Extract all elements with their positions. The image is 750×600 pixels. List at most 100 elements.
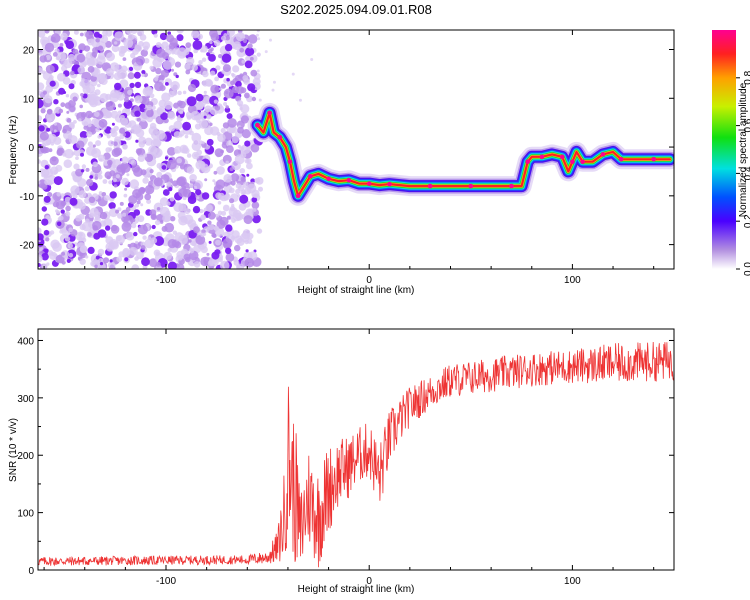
noise-speckle — [252, 214, 261, 224]
noise-speckle — [240, 115, 249, 124]
noise-speckle — [188, 239, 192, 243]
noise-speckle — [38, 98, 44, 109]
noise-speckle — [179, 164, 186, 170]
noise-speckle — [183, 253, 191, 261]
noise-speckle — [87, 232, 92, 237]
noise-speckle — [78, 190, 87, 199]
noise-speckle — [208, 224, 215, 231]
noise-speckle — [204, 105, 212, 113]
noise-speckle — [244, 257, 255, 268]
noise-speckle — [144, 137, 153, 146]
noise-speckle — [120, 117, 129, 126]
noise-speckle — [97, 134, 102, 139]
trace-peak — [287, 159, 293, 164]
noise-speckle — [41, 252, 49, 261]
noise-speckle — [242, 71, 248, 77]
noise-speckle — [48, 148, 53, 153]
noise-speckle — [155, 261, 161, 267]
noise-speckle — [225, 247, 232, 254]
noise-speckle — [236, 215, 242, 220]
noise-speckle — [38, 181, 41, 185]
noise-speckle — [154, 236, 165, 246]
x-tick-label: 100 — [564, 576, 581, 587]
colorbar: 0.0 0.2 0.4 0.6 0.8 Normalized spectral ampl… — [712, 30, 750, 276]
noise-speckle — [149, 65, 154, 70]
noise-speckle — [66, 118, 72, 123]
noise-speckle — [185, 69, 191, 75]
noise-speckle — [226, 113, 233, 120]
noise-speckle — [79, 131, 88, 139]
noise-speckle — [255, 33, 259, 37]
noise-speckle — [206, 115, 211, 120]
noise-speckle — [203, 90, 207, 94]
noise-speckle — [182, 188, 192, 198]
noise-speckle — [98, 118, 108, 128]
trace-peak — [468, 183, 474, 189]
noise-speckle — [214, 39, 221, 47]
noise-speckle — [53, 129, 57, 133]
noise-speckle — [224, 107, 231, 113]
noise-speckle — [256, 30, 260, 33]
colorbar-tick-label: 0.4 — [743, 166, 750, 180]
noise-speckle — [136, 30, 145, 37]
noise-speckle — [119, 127, 126, 134]
noise-speckle — [201, 192, 210, 200]
noise-speckle — [168, 187, 173, 192]
noise-speckle — [163, 251, 173, 261]
noise-speckle — [240, 152, 247, 159]
noise-speckle — [235, 80, 242, 88]
noise-speckle — [200, 214, 207, 221]
noise-speckle — [99, 158, 103, 162]
noise-speckle — [235, 32, 246, 42]
noise-speckle — [140, 203, 144, 207]
y-tick-label: 10 — [23, 94, 35, 105]
noise-speckle — [47, 250, 54, 256]
noise-speckle — [211, 232, 217, 238]
noise-speckle — [222, 64, 231, 73]
noise-speckle — [231, 135, 239, 144]
noise-speckle — [149, 122, 157, 130]
noise-speckle — [65, 40, 75, 50]
noise-speckle — [161, 165, 167, 170]
noise-speckle — [114, 64, 123, 73]
noise-speckle — [123, 99, 133, 109]
noise-speckle — [241, 129, 251, 139]
noise-speckle — [142, 177, 149, 184]
noise-speckle — [162, 189, 170, 196]
noise-speckle — [189, 174, 197, 182]
noise-speckle — [114, 41, 118, 45]
noise-speckle — [223, 88, 234, 99]
noise-speckle — [113, 72, 122, 81]
noise-speckle — [164, 156, 169, 160]
noise-speckle — [155, 251, 160, 256]
noise-speckle — [229, 198, 235, 204]
noise-speckle — [53, 176, 63, 186]
noise-speckle — [215, 65, 221, 71]
noise-speckle — [113, 141, 118, 146]
noise-speckle — [49, 230, 55, 235]
noise-speckle — [243, 215, 253, 225]
noise-speckle — [271, 88, 275, 92]
noise-speckle — [239, 168, 246, 174]
noise-speckle — [185, 42, 192, 48]
noise-speckle — [193, 180, 203, 190]
spectrogram-xlabel: Height of straight line (km) — [298, 285, 415, 296]
noise-speckle — [216, 166, 225, 175]
noise-speckle — [75, 156, 79, 161]
trace-peak — [326, 176, 331, 182]
noise-speckle — [86, 146, 96, 156]
noise-speckle — [198, 119, 209, 129]
noise-speckle — [140, 169, 147, 176]
noise-speckle — [167, 111, 176, 120]
noise-speckle — [62, 152, 67, 157]
noise-speckle — [87, 246, 95, 254]
noise-speckle — [94, 89, 101, 96]
noise-speckle — [76, 140, 85, 149]
noise-speckle — [115, 174, 120, 179]
noise-speckle — [159, 85, 166, 92]
noise-speckle — [176, 264, 180, 268]
noise-speckle — [133, 231, 138, 237]
noise-speckle — [206, 52, 211, 57]
noise-speckle — [192, 205, 201, 214]
noise-speckle — [47, 192, 53, 198]
